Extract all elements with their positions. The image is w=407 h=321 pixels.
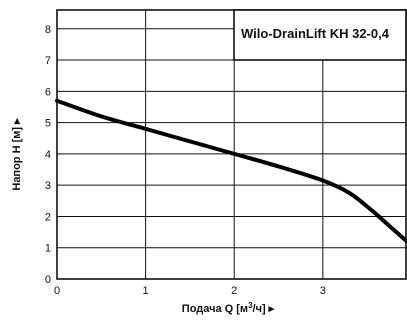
y-tick-label: 7 <box>45 55 51 67</box>
chart-title: Wilo-DrainLift KH 32-0,4 <box>241 26 390 41</box>
y-tick-label: 8 <box>45 24 51 36</box>
x-tick-label: 2 <box>231 285 237 297</box>
series-line-head-curve <box>55 98 407 244</box>
y-tick-label: 3 <box>45 180 51 192</box>
y-tick-label: 0 <box>45 274 51 286</box>
y-axis-label: Напор H [м] ▸ <box>11 118 23 191</box>
plot-frame <box>56 9 407 280</box>
y-tick-label: 5 <box>45 118 51 130</box>
x-tick-label: 1 <box>143 285 149 297</box>
y-tick-label: 6 <box>45 86 51 98</box>
x-axis-label-sup: 3 <box>248 301 253 310</box>
y-tick-labels: 0 1 2 3 4 5 6 7 8 <box>45 24 51 286</box>
title-box-border <box>233 9 407 61</box>
x-axis-label: Подача Q [м3/ч] ▸ <box>182 301 275 315</box>
x-tick-label: 3 <box>320 285 326 297</box>
y-tick-label: 4 <box>45 149 51 161</box>
x-axis-label-main: Подача Q [м <box>182 303 248 315</box>
y-tick-label: 2 <box>45 211 51 223</box>
x-tick-labels: 0 1 2 3 <box>54 285 326 297</box>
x-axis-label-tail: /ч] ▸ <box>253 303 275 315</box>
title-box: Wilo-DrainLift KH 32-0,4 <box>233 9 407 61</box>
x-tick-label: 0 <box>54 285 60 297</box>
y-tick-label: 1 <box>45 243 51 255</box>
